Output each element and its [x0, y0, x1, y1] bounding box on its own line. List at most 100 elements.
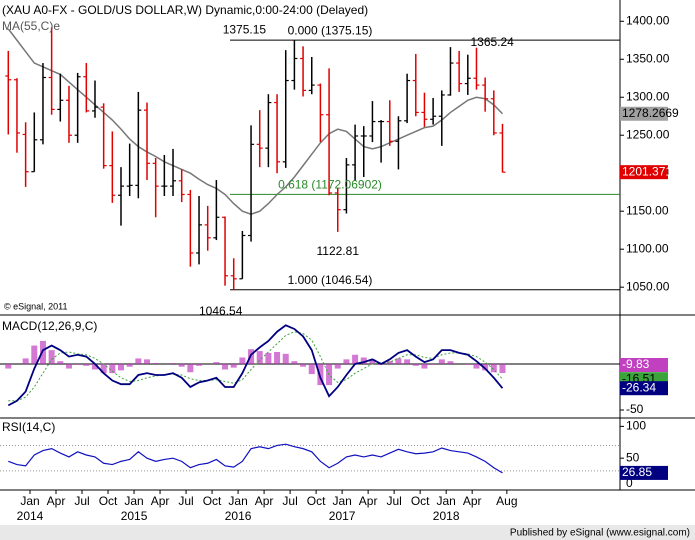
- histogram-bar: [239, 357, 246, 364]
- histogram-bar: [230, 363, 237, 368]
- histogram-bar: [421, 363, 428, 369]
- macd-line: [7, 324, 504, 407]
- histogram-bar: [291, 361, 298, 364]
- y-tick-label: 100: [626, 419, 646, 433]
- histogram-bar: [5, 363, 12, 369]
- value-label: 1201.371: [622, 164, 672, 178]
- y-tick-label: 0: [626, 476, 633, 490]
- footer: Published by eSignal (www.esignal.com): [510, 528, 690, 539]
- x-year-label: 2014: [17, 509, 44, 523]
- histogram-bar: [187, 363, 194, 373]
- histogram-bar: [256, 351, 263, 364]
- histogram-bar: [213, 362, 220, 364]
- value-box: [620, 381, 668, 396]
- y-tick-label: 1250.00: [626, 127, 670, 141]
- x-tick-label: Jul: [386, 494, 401, 508]
- x-tick-label: Apr: [463, 494, 482, 508]
- histogram-bar: [343, 359, 350, 364]
- histogram-bar: [308, 363, 315, 375]
- x-year-label: 2017: [329, 509, 356, 523]
- histogram-bar: [282, 353, 289, 364]
- histogram-bar: [118, 363, 124, 371]
- y-tick-label: 1300.00: [626, 89, 670, 103]
- x-tick-label: Jan: [20, 494, 39, 508]
- histogram-bar: [83, 363, 90, 366]
- y-tick-label: 1150.00: [626, 203, 669, 217]
- histogram-bar: [22, 358, 29, 364]
- x-tick-label: Apr: [359, 494, 378, 508]
- value-box: [620, 106, 668, 121]
- annotation: 1365.24: [470, 35, 514, 49]
- value-label: -26.34: [622, 380, 656, 394]
- fib-label: 0.618 (1172.06902): [278, 178, 382, 192]
- ma-legend: MA(55,C)e: [2, 19, 60, 33]
- annotation: 1375.15: [223, 22, 267, 36]
- y-tick-label: 1400.00: [626, 13, 670, 27]
- value-box: [620, 165, 668, 180]
- y-tick-label: 1350.00: [626, 51, 670, 65]
- histogram-bar: [91, 363, 98, 370]
- histogram-bar: [369, 359, 376, 364]
- histogram-bar: [473, 363, 480, 369]
- histogram-bar: [438, 359, 445, 364]
- histogram-bar: [482, 363, 489, 371]
- y-tick-label: 1050.00: [626, 279, 670, 293]
- ma-line: [7, 28, 504, 216]
- histogram-bar: [170, 363, 177, 364]
- histogram-bar: [109, 363, 116, 374]
- value-box: [620, 465, 668, 480]
- histogram-bar: [430, 363, 437, 365]
- footer-bar: [0, 525, 695, 540]
- histogram-bar: [300, 363, 307, 367]
- x-tick-label: Jul: [74, 494, 89, 508]
- x-tick-label: Apr: [255, 494, 274, 508]
- value-box: [620, 358, 668, 373]
- histogram-bar: [144, 359, 151, 364]
- histogram-bar: [152, 363, 159, 364]
- x-tick-label: Jan: [436, 494, 455, 508]
- histogram-bar: [404, 359, 411, 364]
- y-tick-label: -50: [626, 402, 644, 416]
- copyright: © eSignal, 2011: [4, 301, 68, 311]
- histogram-bar: [464, 363, 471, 365]
- histogram-bar: [360, 357, 367, 364]
- x-tick-label: Jul: [178, 494, 193, 508]
- x-tick-label: Jul: [282, 494, 297, 508]
- y-tick-label: 1100.00: [626, 241, 669, 255]
- histogram-bar: [48, 350, 55, 364]
- x-tick-label: Jan: [124, 494, 143, 508]
- histogram-bar: [412, 363, 419, 366]
- chart-title: (XAU A0-FX - GOLD/US DOLLAR,W) Dynamic,0…: [2, 3, 368, 17]
- histogram-bar: [31, 345, 38, 364]
- histogram-bar: [126, 363, 133, 367]
- histogram-bar: [74, 363, 81, 365]
- macd-title: MACD(12,26,9,C): [2, 319, 97, 333]
- value-label: 1278.2669: [622, 106, 679, 120]
- histogram-bar: [352, 354, 359, 364]
- marks: [0, 27, 620, 474]
- x-year-label: 2015: [121, 509, 148, 523]
- value-label: 26.85: [622, 465, 652, 479]
- x-tick-label: Apr: [151, 494, 170, 508]
- annotation: 1046.54: [199, 304, 243, 318]
- x-tick-label: Oct: [203, 494, 222, 508]
- x-tick-label: Apr: [47, 494, 66, 508]
- x-year-label: 2016: [225, 509, 252, 523]
- x-tick-label: Oct: [99, 494, 118, 508]
- histogram-bar: [334, 363, 341, 369]
- histogram-bar: [39, 340, 46, 364]
- signal-line: [8, 331, 503, 402]
- histogram-bar: [447, 361, 454, 364]
- rsi-title: RSI(14,C): [2, 420, 55, 434]
- histogram-bar: [490, 363, 497, 373]
- x-tick-label: Oct: [411, 494, 430, 508]
- histogram-bar: [178, 363, 185, 367]
- histogram-bar: [499, 363, 506, 374]
- x-tick-label: Jan: [332, 494, 351, 508]
- histogram-bar: [265, 352, 272, 364]
- x-tick-label: Aug: [496, 494, 517, 508]
- histogram-bar: [100, 363, 107, 374]
- histogram-bar: [135, 358, 142, 364]
